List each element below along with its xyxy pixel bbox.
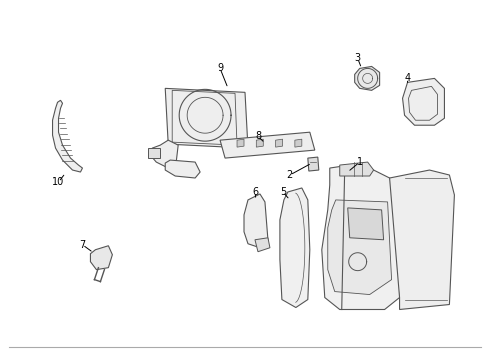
Text: 2: 2 <box>287 170 293 180</box>
Polygon shape <box>390 170 454 310</box>
Polygon shape <box>340 170 353 182</box>
Polygon shape <box>52 100 82 172</box>
Text: 7: 7 <box>79 240 86 250</box>
Polygon shape <box>275 139 283 147</box>
Polygon shape <box>148 148 160 158</box>
Polygon shape <box>348 208 384 240</box>
Text: 3: 3 <box>355 54 361 63</box>
Text: 9: 9 <box>217 63 223 73</box>
Polygon shape <box>355 67 380 90</box>
Polygon shape <box>255 238 270 252</box>
Polygon shape <box>165 88 248 148</box>
Polygon shape <box>244 194 268 248</box>
Polygon shape <box>328 200 392 294</box>
Polygon shape <box>220 132 315 158</box>
Polygon shape <box>280 188 310 307</box>
Polygon shape <box>165 160 200 178</box>
Text: 4: 4 <box>404 73 411 84</box>
Polygon shape <box>308 157 319 171</box>
Text: 5: 5 <box>280 187 286 197</box>
Text: 10: 10 <box>52 177 65 187</box>
Text: 6: 6 <box>252 187 258 197</box>
Polygon shape <box>340 162 374 176</box>
Polygon shape <box>295 139 302 147</box>
Polygon shape <box>91 246 112 270</box>
Polygon shape <box>256 139 263 147</box>
Text: 8: 8 <box>255 131 261 141</box>
Text: 1: 1 <box>357 157 363 167</box>
Polygon shape <box>403 78 444 125</box>
Polygon shape <box>237 139 244 147</box>
Polygon shape <box>322 165 399 310</box>
Polygon shape <box>150 140 178 168</box>
